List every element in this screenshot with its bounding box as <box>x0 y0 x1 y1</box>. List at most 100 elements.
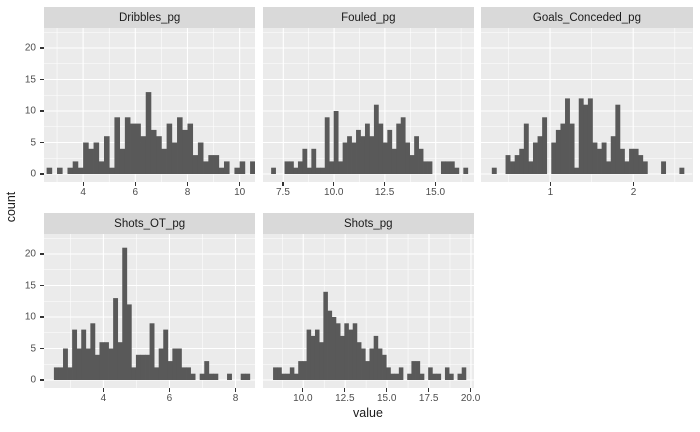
facet-plot <box>262 28 474 182</box>
histogram-bar <box>284 161 290 174</box>
y-tick-mark <box>40 173 44 175</box>
y-tick-label: 10 <box>24 105 36 117</box>
histogram-bar <box>171 142 178 174</box>
histogram-bar <box>306 329 311 380</box>
y-tick-label: 0 <box>30 168 36 180</box>
histogram-bar <box>67 367 73 380</box>
histogram-bar <box>440 161 446 174</box>
histogram-bar <box>583 104 589 174</box>
x-tick-mark <box>386 388 388 392</box>
histogram-bar <box>427 367 433 380</box>
y-tick-mark <box>40 78 44 81</box>
histogram-bar <box>364 361 370 380</box>
facet-plot <box>481 28 693 182</box>
x-tick-label: 8 <box>184 187 191 198</box>
histogram-bar <box>108 348 114 380</box>
histogram-bar <box>492 167 498 174</box>
histogram-bar <box>355 129 361 174</box>
histogram-bar <box>364 123 370 174</box>
histogram-bar <box>166 123 173 174</box>
histogram-bar <box>643 161 649 174</box>
histogram-bar <box>406 373 412 380</box>
x-tick-mark <box>333 182 335 186</box>
histogram-bar <box>633 148 639 174</box>
facet-strip: Goals_Conceded_pg <box>481 7 693 28</box>
histogram-bar <box>533 142 539 174</box>
x-tick-label: 17.5 <box>418 393 439 404</box>
y-tick-label: 0 <box>30 374 36 386</box>
x-tick-label: 4 <box>100 393 107 404</box>
histogram-bar <box>318 342 324 380</box>
x-tick-mark <box>82 182 84 186</box>
histogram-bar <box>449 161 455 174</box>
y-tick-label: 20 <box>24 248 36 260</box>
x-tick-label: 15.0 <box>377 393 397 404</box>
histogram-bar <box>551 142 557 174</box>
histogram-bar <box>218 167 225 174</box>
histogram-bar <box>126 304 132 380</box>
histogram-bar <box>542 117 548 174</box>
histogram-bar <box>638 155 644 174</box>
histogram-bar <box>395 123 401 174</box>
histogram-bar <box>83 142 89 174</box>
x-tick-label: 6 <box>166 393 173 404</box>
y-tick-label: 20 <box>24 42 36 54</box>
histogram-bar <box>606 161 612 174</box>
y-tick-label: 10 <box>24 311 36 323</box>
facet-panel <box>262 28 474 182</box>
histogram-bar <box>335 323 341 380</box>
histogram-bar <box>98 161 105 174</box>
histogram-bar <box>302 361 307 380</box>
histogram-bar <box>444 367 450 380</box>
histogram-bar <box>560 123 566 174</box>
x-tick-label: 2 <box>630 187 637 198</box>
histogram-bar <box>203 161 209 174</box>
histogram-bar <box>324 117 330 174</box>
histogram-bar <box>310 148 316 174</box>
histogram-bar <box>524 123 530 174</box>
histogram-bar <box>327 310 332 380</box>
histogram-bar <box>462 167 468 174</box>
histogram-bar <box>422 161 428 174</box>
histogram-bar <box>177 117 183 174</box>
histogram-bar <box>323 291 328 380</box>
histogram-bar <box>297 161 303 174</box>
histogram-bar <box>331 316 336 380</box>
histogram-bar <box>239 161 246 174</box>
histogram-bar <box>418 148 424 174</box>
histogram-bar <box>113 298 119 380</box>
histogram-bar <box>197 142 204 174</box>
histogram-bar <box>588 98 594 174</box>
histogram-bar <box>569 123 575 174</box>
histogram-bar <box>103 136 110 174</box>
x-tick-label: 15.0 <box>425 187 446 198</box>
histogram-bar <box>276 367 282 380</box>
histogram-bar <box>342 142 348 174</box>
x-tick-label: 12.5 <box>335 393 355 404</box>
histogram-bar <box>314 329 320 380</box>
histogram-bar <box>386 129 392 174</box>
histogram-bar <box>93 142 100 174</box>
histogram-bar <box>245 373 251 380</box>
facet-plot <box>44 28 256 182</box>
histogram-bar <box>390 373 395 380</box>
histogram-bar <box>57 167 63 174</box>
histogram-bar <box>556 129 562 174</box>
histogram-bar <box>227 373 232 380</box>
y-tick-mark <box>40 47 44 49</box>
histogram-bar <box>445 161 450 174</box>
facet-title: Shots_OT_pg <box>114 217 186 230</box>
histogram-bar <box>109 167 115 174</box>
histogram-bar <box>156 136 162 174</box>
histogram-bar <box>293 373 299 380</box>
histogram-bar <box>579 98 584 174</box>
histogram-bar <box>104 342 109 380</box>
histogram-bar <box>186 367 191 380</box>
facet-panel <box>262 234 474 388</box>
histogram-bar <box>122 247 128 380</box>
histogram-bar <box>679 167 685 174</box>
histogram-bar <box>131 367 137 380</box>
histogram-bar <box>208 373 214 380</box>
y-tick-mark <box>40 110 44 112</box>
